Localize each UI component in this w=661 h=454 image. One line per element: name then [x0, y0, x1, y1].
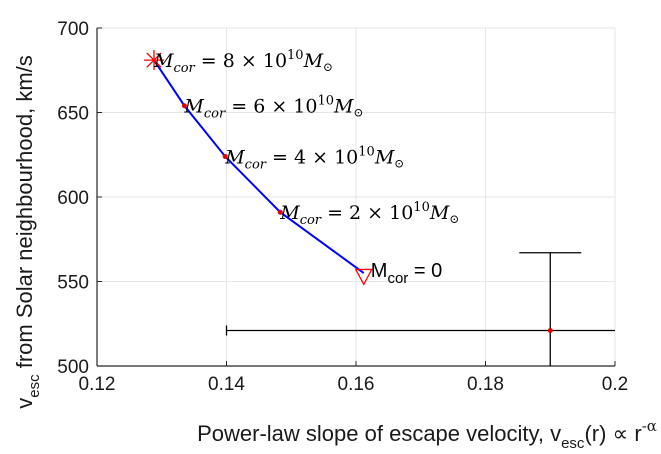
- ann-tail: M: [333, 96, 354, 118]
- mass-annotation: Mcor = 8 × 1010M⊙: [153, 48, 333, 76]
- ann-m: M: [183, 96, 204, 118]
- x-tick-labels: 0.12 0.14 0.16 0.18 0.2: [79, 374, 629, 395]
- ann-tail: M: [303, 50, 324, 72]
- ann-eq: = 2 × 10: [321, 202, 413, 224]
- ann-sun: ⊙: [353, 106, 363, 120]
- plot-frame: [96, 27, 616, 367]
- asterisk-stroke: [146, 52, 162, 68]
- x-tick-label: 0.14: [208, 374, 245, 395]
- mass-annotation: Mcor = 2 × 1010M⊙: [279, 200, 459, 228]
- ann-eq: = 4 × 10: [266, 146, 358, 168]
- data-point: [277, 209, 283, 215]
- x-axis-label: Power-law slope of escape velocity, vesc…: [197, 417, 657, 452]
- triangle-marker: [354, 268, 373, 286]
- marker-layer: [143, 50, 373, 286]
- data-point: [181, 103, 187, 109]
- ann-sub: cor: [300, 213, 322, 228]
- ann-sub: cor: [204, 107, 226, 122]
- ann-sub: cor: [245, 157, 267, 172]
- ann-sun: ⊙: [449, 212, 459, 226]
- ann-sun: ⊙: [394, 156, 404, 170]
- ann-exp: 10: [287, 48, 304, 63]
- mass-annotation: Mcor = 6 × 1010M⊙: [183, 94, 363, 122]
- y-tick-label: 500: [57, 357, 89, 378]
- data-point: [222, 153, 228, 159]
- ann-exp: 10: [358, 144, 375, 159]
- x-tick-label: 0.16: [338, 374, 375, 395]
- y-tick-label: 600: [57, 188, 89, 209]
- x-tick-label: 0.2: [602, 374, 628, 395]
- ann-m: M: [224, 146, 245, 168]
- ann-m: M: [153, 50, 174, 72]
- ann-exp: 10: [317, 94, 334, 109]
- ann-exp: 10: [413, 200, 430, 215]
- ann-sun: ⊙: [323, 60, 333, 74]
- zero-m: M: [371, 260, 388, 282]
- ann-sub: cor: [173, 61, 195, 76]
- y-tick-labels: 500 550 600 650 700: [57, 19, 89, 378]
- ann-m: M: [279, 202, 300, 224]
- y-tick-label: 650: [57, 104, 89, 125]
- x-tick-label: 0.12: [79, 374, 116, 395]
- measurement-errorbar: [225, 252, 615, 366]
- zero-sub: cor: [387, 270, 408, 287]
- zero-rest: = 0: [408, 260, 442, 282]
- zero-mass-label: Mcor = 0: [371, 260, 442, 287]
- ann-eq: = 6 × 10: [225, 96, 317, 118]
- y-tick-label: 550: [57, 273, 89, 294]
- x-tick-label: 0.18: [467, 374, 504, 395]
- y-axis-label: vesc from Solar neighbourhood, km/s: [12, 55, 43, 409]
- ann-tail: M: [429, 202, 450, 224]
- mass-annotation: Mcor = 4 × 1010M⊙: [224, 144, 404, 172]
- annotation-layer: Mcor = 8 × 1010M⊙Mcor = 6 × 1010M⊙Mcor =…: [153, 48, 459, 287]
- ann-eq: = 8 × 10: [195, 50, 287, 72]
- asterisk-marker: [143, 50, 164, 71]
- ann-tail: M: [374, 146, 395, 168]
- y-tick-label: 700: [57, 19, 89, 40]
- measurement-point: [547, 328, 553, 334]
